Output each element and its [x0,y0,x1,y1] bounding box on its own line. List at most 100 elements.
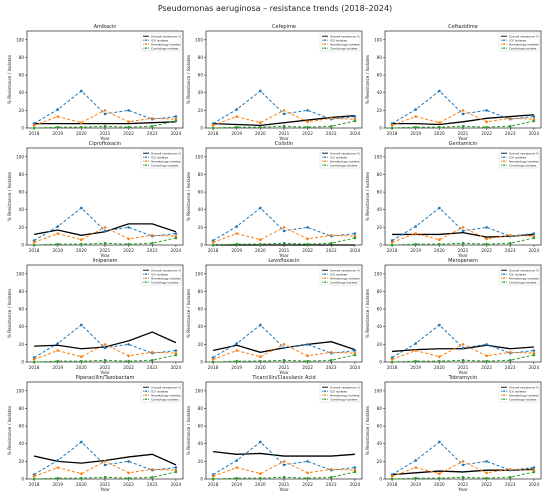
series-line-icu [212,207,355,242]
point-cardiology [32,360,36,364]
legend-label-overall: Overall resistance % [330,34,360,38]
y-tick-label: 40 [198,90,204,95]
legend-label-hematology: Hematology isolates [330,393,360,397]
point-cardiology [390,477,394,481]
legend-marker-cardiology [503,281,505,284]
point-hematology [235,466,239,469]
point-icu [282,112,286,116]
x-tick-label: 2020 [255,248,266,253]
point-cardiology [174,236,178,240]
point-hematology [235,232,239,235]
legend-marker-icu [503,390,505,393]
legend-label-cardiology: Cardiology isolates [330,280,358,284]
point-cardiology [56,476,60,480]
x-tick-label: 2021 [100,365,111,370]
point-hematology [32,124,36,127]
point-cardiology [353,119,357,123]
point-cardiology [282,358,286,362]
x-tick-label: 2024 [529,482,540,487]
point-hematology [461,109,465,112]
point-cardiology [306,359,309,363]
subplot-6: Gentamicin 0 20 40 60 80 100 2018 2019 2020 2021 20… [365,141,542,259]
series-line-overall [34,331,177,350]
x-tick-label: 2019 [231,482,242,487]
y-axis-label: % Resistance / Isolates [186,405,192,455]
x-tick-label: 2023 [147,248,158,253]
y-tick-label: 20 [19,342,25,347]
y-tick-label: 60 [198,424,204,429]
legend-box [319,149,361,169]
legend-label-icu: ICU isolates [151,272,168,276]
point-cardiology [211,243,215,247]
subplot-title: Cefepime [272,24,296,30]
y-tick-label: 100 [16,271,24,276]
y-tick-label: 0 [379,243,382,248]
point-icu [80,206,83,210]
point-icu [461,112,465,116]
y-axis-label: % Resistance / Isolates [365,54,371,104]
point-hematology [461,343,465,346]
point-cardiology [306,125,309,129]
point-icu [353,232,357,235]
point-cardiology [174,470,178,474]
x-axis-label: Year [99,487,110,493]
x-tick-label: 2024 [350,365,361,370]
point-hematology [211,475,215,478]
y-tick-label: 40 [19,324,25,329]
point-cardiology [80,125,83,129]
point-hematology [306,354,309,358]
point-cardiology [306,476,309,480]
point-cardiology [353,236,357,240]
x-tick-label: 2024 [171,131,182,136]
point-hematology [103,343,107,346]
y-tick-label: 60 [19,307,25,312]
point-icu [259,440,262,444]
legend-marker-icu [145,39,147,42]
legend-marker-cardiology [324,47,326,50]
x-tick-label: 2022 [302,482,313,487]
point-hematology [306,120,309,124]
point-hematology [259,472,262,476]
x-tick-label: 2019 [52,131,63,136]
y-tick-label: 20 [19,459,25,464]
x-tick-label: 2018 [29,131,40,136]
point-cardiology [485,125,488,129]
y-axis-label: % Resistance / Isolates [365,405,371,455]
y-tick-label: 20 [198,225,204,230]
point-cardiology [80,359,83,363]
legend-label-icu: ICU isolates [151,389,168,393]
point-icu [174,115,178,118]
point-icu [353,349,357,352]
legend-marker-cardiology [324,281,326,284]
legend-label-icu: ICU isolates [509,38,526,42]
point-hematology [282,226,286,229]
point-icu [127,109,130,112]
y-tick-label: 60 [377,190,383,195]
point-cardiology [461,124,465,128]
legend-label-cardiology: Cardiology isolates [509,163,537,167]
point-hematology [32,475,36,478]
point-hematology [282,460,286,463]
subplot-12: Tobramycin 0 20 40 60 80 100 2018 2019 2020 2021 20… [365,375,542,493]
legend-label-hematology: Hematology isolates [509,42,539,46]
point-cardiology [56,242,60,246]
legend-marker-hematology [145,277,147,280]
subplot-title: Levofloxacin [268,258,299,264]
y-axis-label: % Resistance / Isolates [186,54,192,104]
legend-label-overall: Overall resistance % [151,385,181,389]
legend-marker-cardiology [145,398,147,401]
legend-label-cardiology: Cardiology isolates [151,163,179,167]
subplot-7: Imipenem 0 20 40 60 80 100 2018 2019 2020 2021 2022… [7,258,184,376]
point-hematology [329,351,333,354]
point-hematology [103,109,107,112]
y-tick-label: 100 [195,37,203,42]
point-icu [438,323,441,327]
point-cardiology [32,477,36,481]
point-cardiology [508,475,512,479]
y-tick-label: 20 [377,108,383,113]
legend-marker-cardiology [503,164,505,167]
y-tick-label: 40 [377,324,383,329]
x-axis-label: Year [278,253,289,259]
legend-label-hematology: Hematology isolates [330,159,360,163]
